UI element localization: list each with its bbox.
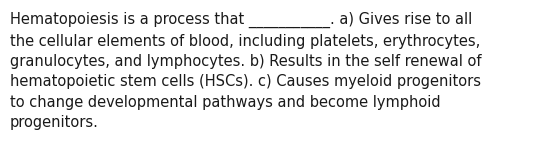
Text: Hematopoiesis is a process that ___________. a) Gives rise to all
the cellular e: Hematopoiesis is a process that ________… (10, 12, 482, 130)
